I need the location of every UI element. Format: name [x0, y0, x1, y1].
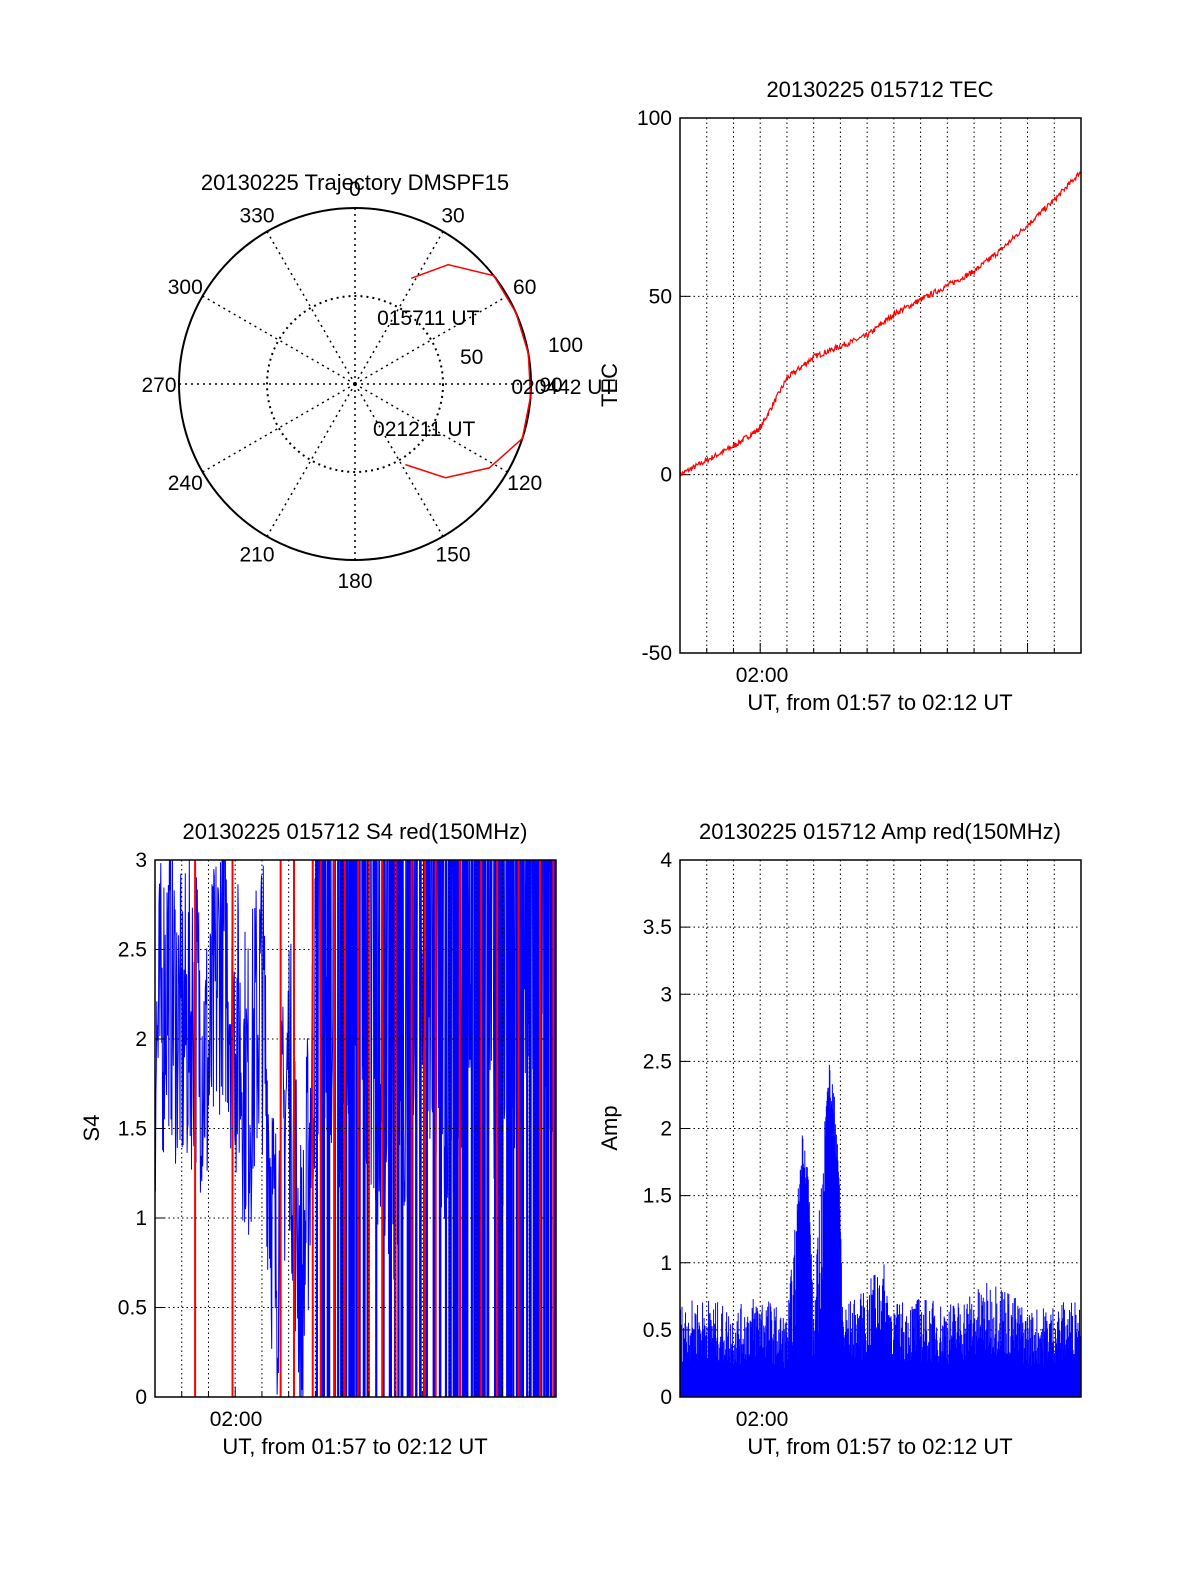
- s4-series: [155, 860, 556, 1397]
- trajectory-track: [405, 263, 532, 479]
- polar-ring-label-50: 50: [460, 346, 483, 369]
- tec-grid: [679, 117, 1082, 654]
- amp-y-tick-label: 3.5: [643, 916, 672, 939]
- trajectory-title: 20130225 Trajectory DMSPF15: [201, 170, 509, 195]
- trajectory-time-label: 020442 UT: [511, 376, 615, 399]
- trajectory-time-label: 021211 UT: [373, 418, 476, 441]
- tec-y-tick-label: 50: [649, 285, 672, 308]
- tec-line: [679, 171, 1082, 478]
- tec-plot-frame: [679, 117, 1082, 654]
- polar-azimuth-label: 240: [168, 472, 203, 495]
- amp-y-tick-label: 4: [660, 849, 672, 872]
- polar-spoke: [202, 295, 356, 385]
- s4-y-tick-label: 1.5: [118, 1118, 147, 1141]
- amp-title: 20130225 015712 Amp red(150MHz): [699, 819, 1061, 844]
- tec-series: [679, 171, 1082, 478]
- polar-azimuth-label: 270: [141, 374, 176, 397]
- s4-blue-line: [155, 860, 556, 1397]
- s4-x-tick-label: 02:00: [210, 1408, 263, 1431]
- polar-azimuth-label: 0: [349, 178, 361, 201]
- polar-azimuth-label: 30: [441, 204, 464, 227]
- trajectory-line: [405, 263, 532, 479]
- polar-azimuth-label: 210: [239, 544, 274, 567]
- tec-y-tick-label: 0: [660, 464, 672, 487]
- polar-outer-ring: [178, 207, 532, 561]
- s4-chart: 20130225 015712 S4 red(150MHz) 0 0.5 1 1.5 2…: [79, 819, 557, 1459]
- polar-azimuth-label: 90: [539, 374, 562, 397]
- amp-y-axis-label: Amp: [597, 1105, 622, 1150]
- tec-y-tick-labels: -50 0 50 100: [637, 107, 672, 665]
- polar-ring-label-100: 100: [548, 334, 583, 357]
- tec-y-tick-label: -50: [642, 642, 672, 665]
- s4-x-axis-label: UT, from 01:57 to 02:12 UT: [222, 1434, 487, 1459]
- tec-x-tick-label: 02:00: [736, 664, 789, 687]
- amp-y-tick-label: 2: [660, 1118, 672, 1141]
- amp-y-tick-label: 1: [660, 1252, 672, 1275]
- polar-ring-50: [266, 295, 444, 473]
- trajectory-annotations: 015711 UT 020442 UT 021211 UT: [373, 307, 615, 441]
- s4-y-tick-label: 2: [135, 1028, 147, 1051]
- polar-azimuth-label: 180: [337, 570, 372, 593]
- polar-grid: [179, 208, 531, 560]
- s4-y-tick-label: 3: [135, 849, 147, 872]
- polar-azimuth-labels: 0 30 60 90 120 150 180 210 240 270 300 330: [141, 178, 562, 593]
- amp-x-tick-label: 02:00: [736, 1408, 789, 1431]
- s4-y-axis-label: S4: [79, 1115, 104, 1142]
- s4-plot-frame: [154, 859, 557, 1398]
- s4-y-tick-label: 0: [135, 1386, 147, 1409]
- polar-azimuth-label: 60: [513, 276, 536, 299]
- amp-chart: 20130225 015712 Amp red(150MHz) 0 0.5 1 1.5…: [597, 819, 1082, 1459]
- polar-azimuth-label: 120: [507, 472, 542, 495]
- amp-x-axis-label: UT, from 01:57 to 02:12 UT: [747, 1434, 1012, 1459]
- s4-y-tick-label: 0.5: [118, 1297, 147, 1320]
- s4-y-tick-label: 1: [135, 1207, 147, 1230]
- amp-y-tick-label: 0.5: [643, 1319, 672, 1342]
- amp-y-tick-label: 0: [660, 1386, 672, 1409]
- tec-x-axis-label: UT, from 01:57 to 02:12 UT: [747, 690, 1012, 715]
- tec-chart: 20130225 015712 TEC -50 0 50 100 02:00 UT, …: [597, 77, 1082, 715]
- trajectory-time-label: 015711 UT: [377, 307, 480, 330]
- amp-plot-frame: [679, 859, 1082, 1398]
- polar-spoke: [266, 383, 356, 537]
- s4-title: 20130225 015712 S4 red(150MHz): [183, 819, 528, 844]
- amp-y-tick-label: 2.5: [643, 1050, 672, 1073]
- polar-azimuth-label: 150: [435, 544, 470, 567]
- s4-y-tick-labels: 0 0.5 1 1.5 2 2.5 3: [118, 849, 147, 1409]
- amp-y-tick-label: 1.5: [643, 1185, 672, 1208]
- amp-series: [680, 1064, 1081, 1397]
- amp-y-tick-label: 3: [660, 983, 672, 1006]
- tec-y-tick-label: 100: [637, 107, 672, 130]
- amp-y-tick-labels: 0 0.5 1 1.5 2 2.5 3 3.5 4: [643, 849, 673, 1409]
- trajectory-polar-chart: 20130225 Trajectory DMSPF15 0 30 60 90 120 15…: [141, 170, 615, 593]
- polar-azimuth-label: 330: [239, 204, 274, 227]
- s4-y-tick-label: 2.5: [118, 939, 147, 962]
- tec-title: 20130225 015712 TEC: [766, 77, 993, 102]
- tec-y-axis-label: TEC: [597, 363, 622, 407]
- polar-azimuth-label: 300: [168, 276, 203, 299]
